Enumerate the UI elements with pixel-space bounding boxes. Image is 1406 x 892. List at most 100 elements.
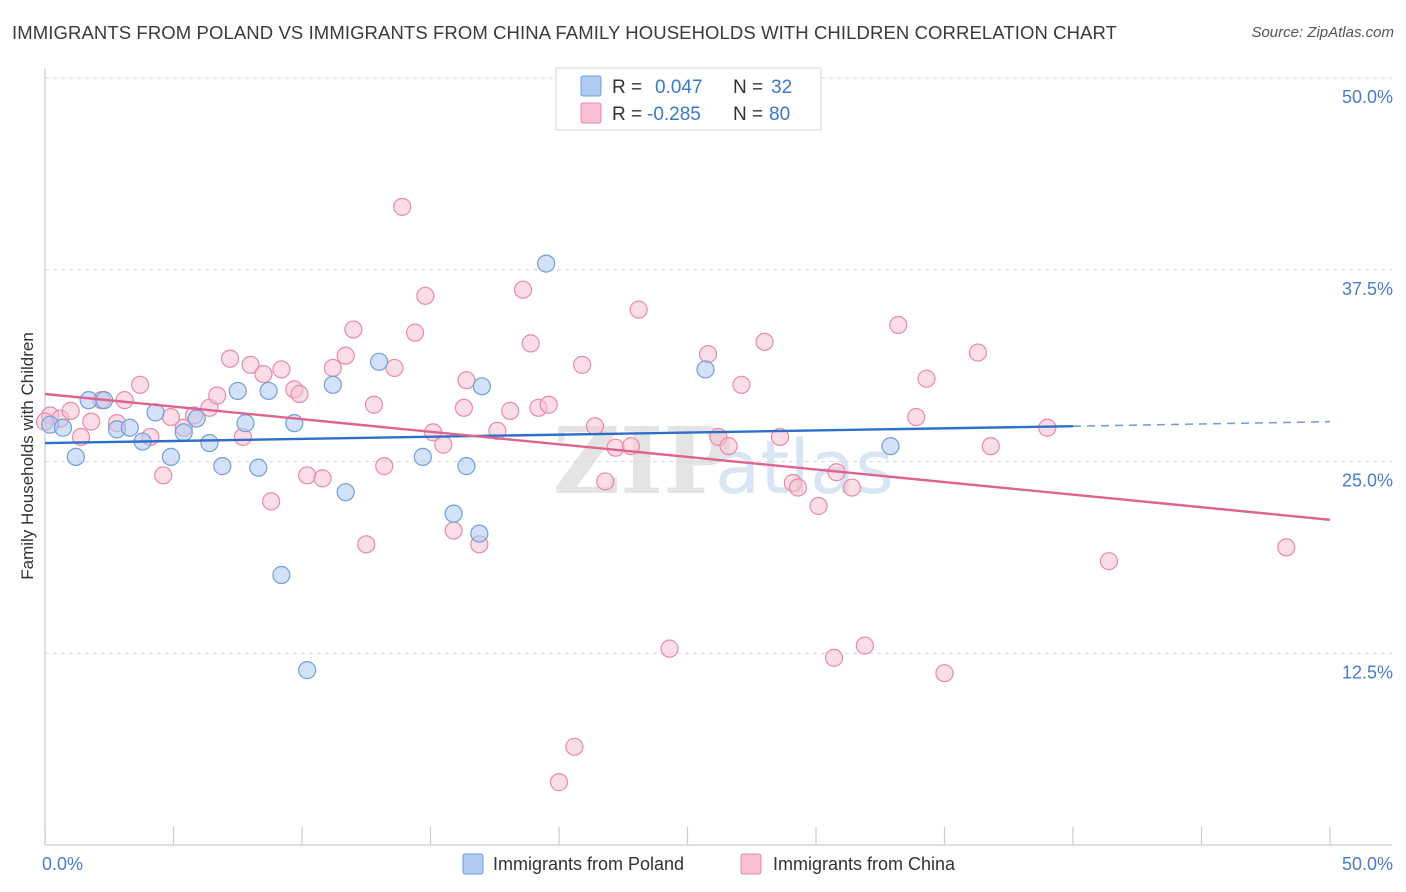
- china-point-25: [313, 469, 332, 488]
- china-point-38: [444, 521, 463, 540]
- china-point-34: [405, 323, 425, 342]
- legend-r-value-poland: 0.047: [655, 77, 703, 98]
- poland-point-10: [174, 423, 193, 442]
- china-point-19: [254, 364, 273, 384]
- poland-point-18: [272, 565, 291, 585]
- legend-n-value-poland: 32: [771, 77, 792, 98]
- china-point-10: [154, 466, 173, 485]
- china-point-45: [521, 334, 540, 353]
- china-point-37: [434, 435, 453, 454]
- china-point-20: [262, 492, 281, 511]
- china-point-28: [344, 320, 363, 339]
- china-point-24: [298, 466, 317, 485]
- china-point-66: [824, 648, 844, 667]
- data-points: [35, 197, 1296, 792]
- china-point-69: [855, 636, 874, 655]
- poland-point-31: [881, 437, 900, 456]
- china-point-27: [336, 346, 355, 365]
- china-point-64: [788, 478, 808, 497]
- china-point-49: [565, 737, 584, 756]
- china-point-35: [416, 286, 435, 305]
- poland-point-21: [323, 375, 342, 394]
- y-tick-label-3: 50.0%: [1342, 87, 1393, 107]
- y-tick-label-0: 12.5%: [1342, 662, 1393, 682]
- china-point-2: [61, 401, 80, 420]
- poland-trend-line: [44, 425, 1074, 445]
- china-point-44: [513, 280, 533, 299]
- legend-n-label-china: N =: [733, 104, 763, 125]
- china-point-72: [917, 369, 936, 388]
- poland-point-29: [537, 254, 556, 273]
- china-point-71: [907, 407, 926, 427]
- poland-point-24: [413, 447, 432, 466]
- poland-point-26: [457, 457, 476, 476]
- china-point-78: [1277, 538, 1296, 557]
- legend-r-value-china: -0.285: [647, 104, 701, 125]
- poland-point-12: [200, 433, 219, 453]
- legend-r-label-poland: R =: [612, 77, 642, 98]
- china-point-21: [272, 360, 291, 379]
- china-point-39: [454, 398, 474, 417]
- china-point-51: [585, 417, 605, 436]
- china-trend-line: [44, 392, 1331, 521]
- china-point-57: [698, 345, 718, 364]
- chart-title: IMMIGRANTS FROM POLAND VS IMMIGRANTS FRO…: [12, 22, 1118, 43]
- china-point-75: [981, 437, 1000, 456]
- legend-bottom-swatch-poland: [462, 853, 484, 875]
- china-point-73: [935, 664, 954, 683]
- poland-point-9: [161, 447, 181, 466]
- poland-point-25: [444, 504, 463, 523]
- china-point-52: [596, 472, 615, 491]
- poland-point-23: [370, 352, 389, 371]
- china-point-40: [457, 371, 476, 390]
- china-point-30: [364, 395, 384, 414]
- china-point-8: [130, 375, 150, 394]
- china-point-3: [71, 427, 91, 447]
- china-point-23: [290, 384, 309, 404]
- poland-point-3: [79, 391, 98, 410]
- china-point-26: [323, 358, 342, 378]
- china-point-4: [82, 412, 101, 431]
- china-point-53: [606, 438, 625, 457]
- legend-bottom-label-poland: Immigrants from Poland: [493, 854, 684, 874]
- poland-point-15: [236, 414, 255, 433]
- legend-bottom-swatch-china: [740, 853, 762, 875]
- china-point-50: [573, 355, 592, 374]
- x-tick-label-0: 0.0%: [42, 854, 83, 874]
- y-tick-label-2: 37.5%: [1342, 279, 1393, 299]
- china-point-65: [809, 496, 828, 516]
- legend-swatch-poland: [580, 75, 602, 97]
- china-point-56: [660, 639, 679, 658]
- china-point-16: [220, 349, 240, 368]
- poland-point-22: [336, 483, 355, 502]
- legend-swatch-china: [580, 102, 602, 124]
- china-point-55: [629, 300, 648, 319]
- trend-lines: [44, 392, 1331, 521]
- poland-point-14: [228, 381, 247, 401]
- china-point-18: [241, 355, 260, 374]
- china-point-33: [393, 197, 412, 216]
- axes: [44, 68, 1392, 846]
- china-point-15: [208, 386, 227, 405]
- y-tick-labels: 12.5% 25.0% 37.5% 50.0%: [1342, 87, 1393, 682]
- poland-point-30: [696, 360, 715, 379]
- china-point-77: [1099, 552, 1119, 571]
- china-point-43: [501, 401, 520, 420]
- y-axis-label: Family Households with Children: [18, 332, 37, 580]
- poland-point-13: [213, 457, 232, 476]
- poland-point-16: [249, 458, 268, 477]
- poland-point-17: [259, 381, 278, 401]
- china-point-74: [968, 343, 988, 362]
- china-point-59: [719, 437, 738, 456]
- china-point-70: [889, 315, 908, 335]
- source-label: Source: ZipAtlas.com: [1251, 24, 1394, 41]
- poland-point-11: [187, 409, 206, 428]
- poland-point-6: [120, 418, 139, 437]
- x-tick-label-1: 50.0%: [1342, 854, 1393, 874]
- china-point-29: [357, 535, 376, 554]
- legend-top: R = 0.047 N = 32 R = -0.285 N = 80: [555, 67, 822, 131]
- legend-n-label-poland: N =: [733, 77, 763, 98]
- china-point-61: [755, 332, 774, 351]
- legend-n-value-china: 80: [769, 104, 790, 125]
